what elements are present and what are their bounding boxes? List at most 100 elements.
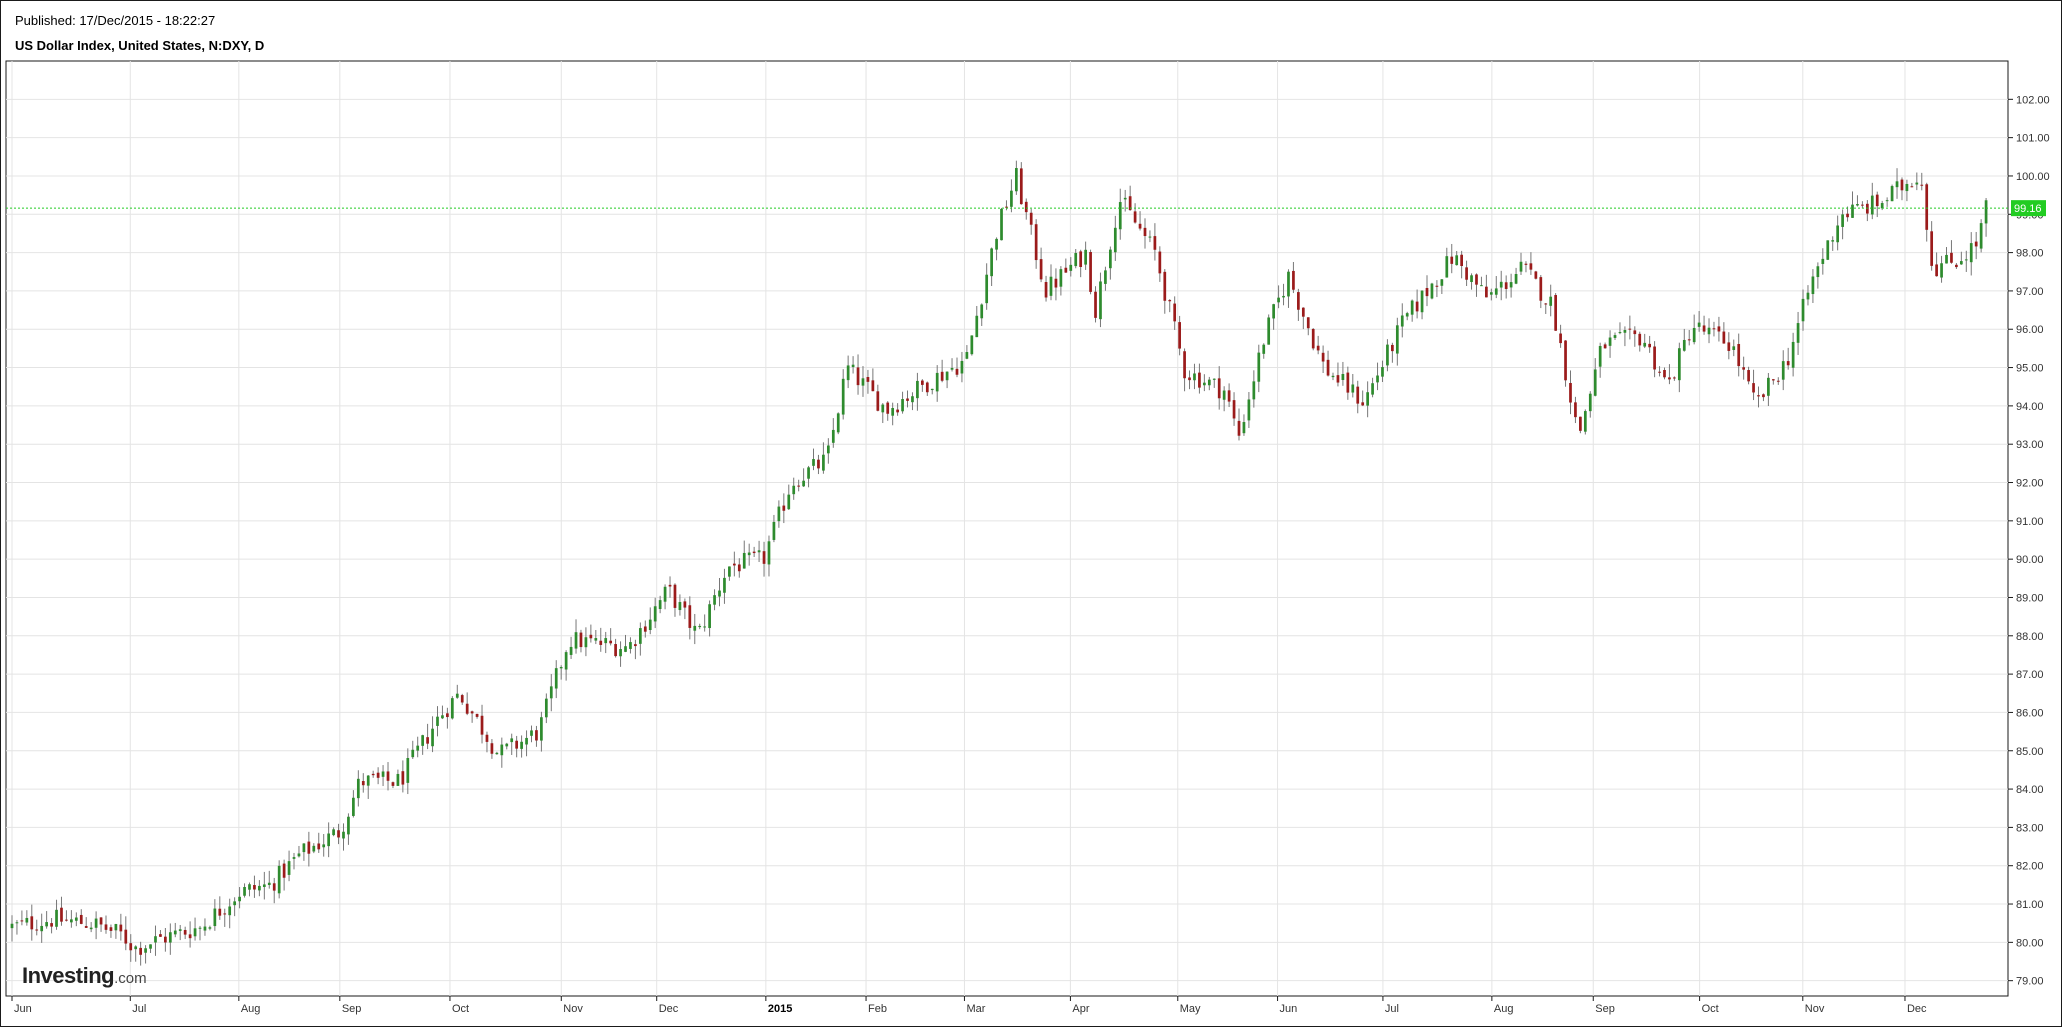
candle-body: [1153, 236, 1157, 250]
x-tick-label: Jun: [1280, 1003, 1298, 1015]
candle-body: [1811, 276, 1815, 295]
y-tick-label: 81.00: [2016, 899, 2044, 911]
candle-body: [1668, 377, 1671, 380]
y-tick-label: 95.00: [2016, 363, 2044, 375]
y-tick-label: 102.00: [2016, 94, 2050, 106]
candle-body: [1485, 286, 1488, 298]
candle-body: [1445, 256, 1449, 278]
candle-body: [1316, 345, 1320, 351]
candle-body: [401, 771, 405, 785]
candle-body: [149, 944, 152, 949]
candle-body: [1831, 240, 1835, 242]
candle-body: [1282, 295, 1285, 298]
x-tick-label: Jun: [14, 1003, 32, 1015]
candle-body: [925, 382, 929, 393]
candle-body: [332, 829, 335, 836]
y-tick-label: 80.00: [2016, 937, 2044, 949]
candle-body: [1826, 240, 1830, 260]
candle-body: [55, 909, 58, 927]
candle-body: [549, 686, 553, 699]
candle-body: [1005, 206, 1008, 208]
candle-body: [1737, 343, 1741, 367]
candle-body: [1514, 274, 1518, 284]
candle-body: [1173, 303, 1177, 322]
candle-body: [406, 758, 410, 783]
candle-body: [1816, 266, 1820, 278]
y-tick-label: 82.00: [2016, 861, 2044, 873]
candle-body: [327, 833, 331, 847]
last-price-marker: 99.16: [6, 200, 2046, 217]
candle-body: [1841, 214, 1844, 227]
candle-body: [935, 372, 939, 392]
candle-body: [1217, 378, 1221, 399]
candle-body: [198, 927, 202, 929]
candle-body: [792, 485, 796, 495]
candle-body: [663, 586, 667, 602]
candle-body: [99, 917, 103, 925]
candle-body: [35, 929, 39, 931]
candle-body: [1504, 282, 1508, 289]
candle-body: [1697, 322, 1701, 327]
candle-body: [678, 602, 682, 611]
candle-body: [455, 693, 459, 698]
candle-body: [866, 376, 870, 382]
candle-body: [1776, 380, 1780, 382]
candle-body: [248, 884, 251, 890]
candle-body: [1806, 292, 1810, 300]
candle-body: [772, 521, 776, 540]
candle-body: [342, 831, 345, 839]
candle-body: [1890, 186, 1894, 202]
candle-body: [1242, 422, 1246, 434]
candle-body: [114, 924, 118, 931]
candle-body: [267, 882, 271, 886]
candle-body: [762, 551, 766, 564]
candle-body: [1861, 204, 1864, 206]
candle-body: [1480, 285, 1483, 287]
candle-body: [1648, 343, 1652, 348]
candle-body: [1752, 383, 1755, 393]
candle-body: [1212, 378, 1216, 380]
candle-body: [1865, 203, 1869, 214]
candle-body: [74, 917, 78, 921]
candle-body: [1267, 317, 1271, 345]
x-tick-label: Aug: [241, 1003, 261, 1015]
plot-area-border: [5, 60, 2009, 997]
candle-body: [683, 601, 687, 608]
candle-body: [1272, 304, 1275, 319]
candle-body: [624, 646, 627, 652]
candle-body: [337, 830, 340, 838]
candle-body: [312, 845, 316, 852]
candle-body: [1757, 395, 1760, 397]
candle-body: [599, 640, 603, 645]
candle-body: [1019, 168, 1023, 205]
y-tick-label: 87.00: [2016, 669, 2044, 681]
x-tick-label: Oct: [1702, 1003, 1719, 1015]
candle-body: [1301, 307, 1305, 317]
candle-body: [1653, 346, 1656, 370]
candle-body: [495, 752, 499, 755]
x-tick-label: Apr: [1072, 1003, 1089, 1015]
candle-body: [609, 640, 613, 644]
candle-body: [945, 371, 949, 381]
candle-body: [1321, 352, 1325, 362]
candle-body: [658, 600, 662, 610]
candle-body: [1549, 296, 1553, 306]
candle-body: [1964, 259, 1968, 261]
candle-body: [1900, 179, 1904, 191]
candle-body: [1109, 249, 1112, 269]
candle-body: [1969, 243, 1973, 263]
candle-body: [876, 391, 880, 411]
x-tick-label: Jul: [1385, 1003, 1399, 1015]
candle-body: [25, 917, 29, 923]
candle-body: [1955, 264, 1958, 268]
candle-body: [1435, 285, 1439, 287]
candle-body: [1440, 279, 1444, 286]
candle-body: [1682, 339, 1686, 351]
candle-body: [797, 485, 801, 487]
candle-body: [920, 380, 924, 385]
candle-body: [515, 740, 519, 749]
candle-body: [144, 948, 147, 953]
candle-body: [1564, 340, 1567, 381]
candle-body: [540, 717, 543, 741]
candle-body: [817, 459, 820, 469]
